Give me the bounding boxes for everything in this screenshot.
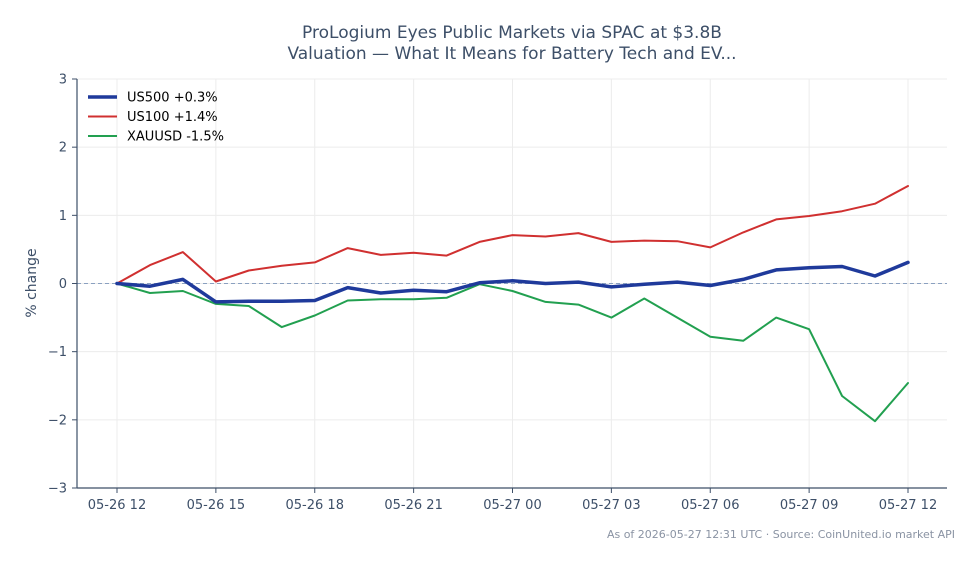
legend-label: US100 +1.4% <box>127 110 218 125</box>
chart-title-line: Valuation — What It Means for Battery Te… <box>287 44 736 64</box>
series-line-us500 <box>115 260 910 304</box>
x-tick-label: 05-27 00 <box>483 498 541 513</box>
x-tick-label: 05-27 09 <box>780 498 838 513</box>
chart-title-line: ProLogium Eyes Public Markets via SPAC a… <box>302 23 722 43</box>
y-tick-label: 3 <box>59 73 67 88</box>
x-tick-label: 05-26 12 <box>88 498 146 513</box>
x-tick-label: 05-27 03 <box>582 498 640 513</box>
chart-title: ProLogium Eyes Public Markets via SPAC a… <box>287 23 736 64</box>
source-footnote: As of 2026-05-27 12:31 UTC · Source: Coi… <box>607 528 955 541</box>
tick-labels: 3 2 1 0 −1 −2 −3 05-26 12 05-26 15 05-26 18 05-26 … <box>48 73 937 514</box>
legend-label: XAUUSD -1.5% <box>127 130 224 145</box>
y-axis-label: % change <box>24 248 40 317</box>
series-line-us100 <box>116 185 909 285</box>
x-tick-label: 05-26 15 <box>187 498 245 513</box>
y-tick-label: −2 <box>48 413 67 428</box>
y-tick-label: 0 <box>59 277 67 292</box>
x-tick-label: 05-26 21 <box>384 498 442 513</box>
grid <box>77 78 947 489</box>
y-tick-label: −1 <box>48 345 67 360</box>
legend-label: US500 +0.3% <box>127 91 218 106</box>
x-tick-label: 05-27 06 <box>681 498 739 513</box>
x-tick-label: 05-27 12 <box>879 498 937 513</box>
x-tick-label: 05-26 18 <box>286 498 344 513</box>
legend: US500 +0.3% US100 +1.4% XAUUSD -1.5% <box>88 91 224 145</box>
y-tick-label: 2 <box>59 141 67 156</box>
y-tick-label: 1 <box>59 209 67 224</box>
y-tick-label: −3 <box>48 482 67 497</box>
series-lines <box>115 185 910 423</box>
series-line-xauusd <box>116 282 909 423</box>
